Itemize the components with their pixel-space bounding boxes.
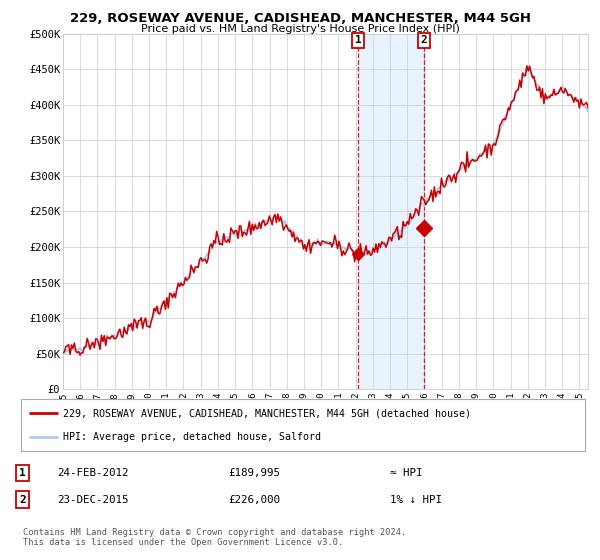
Text: £189,995: £189,995 (228, 468, 280, 478)
Text: £226,000: £226,000 (228, 494, 280, 505)
Bar (358, 34, 424, 389)
Text: 24-FEB-2012: 24-FEB-2012 (57, 468, 128, 478)
Text: HPI: Average price, detached house, Salford: HPI: Average price, detached house, Salf… (64, 432, 322, 442)
Text: 23-DEC-2015: 23-DEC-2015 (57, 494, 128, 505)
Text: Contains HM Land Registry data © Crown copyright and database right 2024.
This d: Contains HM Land Registry data © Crown c… (23, 528, 406, 547)
Text: 1: 1 (355, 35, 362, 45)
Text: 1: 1 (19, 468, 26, 478)
Text: Price paid vs. HM Land Registry's House Price Index (HPI): Price paid vs. HM Land Registry's House … (140, 24, 460, 34)
Text: 229, ROSEWAY AVENUE, CADISHEAD, MANCHESTER, M44 5GH (detached house): 229, ROSEWAY AVENUE, CADISHEAD, MANCHEST… (64, 408, 472, 418)
Text: 2: 2 (19, 494, 26, 505)
Text: 1% ↓ HPI: 1% ↓ HPI (390, 494, 442, 505)
Text: ≈ HPI: ≈ HPI (390, 468, 422, 478)
Text: 229, ROSEWAY AVENUE, CADISHEAD, MANCHESTER, M44 5GH: 229, ROSEWAY AVENUE, CADISHEAD, MANCHEST… (70, 12, 530, 25)
Text: 2: 2 (421, 35, 428, 45)
